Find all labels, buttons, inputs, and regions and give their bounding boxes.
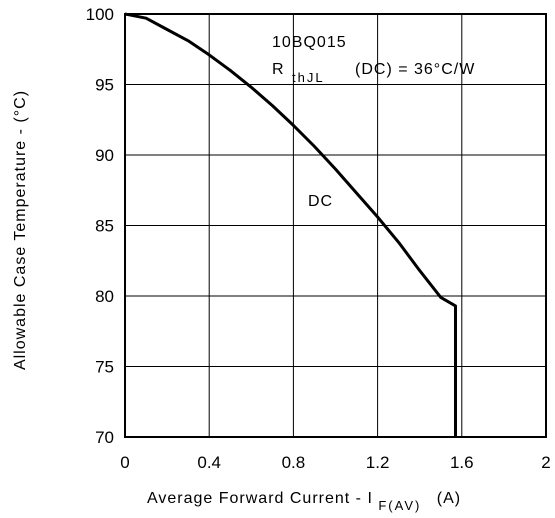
y-tick-label: 90 [95,146,114,165]
y-tick-labels: 100 95 90 85 80 75 70 [86,5,114,447]
curve-label-dc: DC [308,193,333,210]
x-tick-label: 0.4 [197,453,221,472]
x-axis-label-unit: (A) [437,490,461,507]
part-number-annotation: 10BQ015 [272,34,347,51]
x-axis-label-main: Average Forward Current - I [147,490,373,507]
x-axis-label: Average Forward Current - I F(AV) (A) [147,490,461,514]
grid-lines [125,14,546,437]
x-tick-labels: 0 0.4 0.8 1.2 1.6 2 [120,453,550,472]
y-axis-label: Allowable Case Temperature - (°C) [12,90,29,370]
y-tick-label: 75 [95,358,114,377]
y-tick-label: 95 [95,76,114,95]
plot-frame [124,13,547,438]
x-tick-label: 1.6 [450,453,474,472]
x-tick-label: 2 [541,453,550,472]
y-tick-label: 85 [95,217,114,236]
y-tick-label: 70 [95,428,114,447]
x-tick-label: 1.2 [366,453,390,472]
series-line-dc [124,12,457,437]
x-tick-label: 0.8 [282,453,306,472]
x-tick-label: 0 [120,453,129,472]
y-tick-label: 100 [86,5,114,24]
thermal-resistance-symbol: R [272,61,285,78]
thermal-resistance-subscript: thJL [292,70,325,85]
thermal-resistance-value: (DC) = 36°C/W [355,61,475,78]
x-axis-label-subscript: F(AV) [378,498,421,513]
y-tick-label: 80 [95,287,114,306]
